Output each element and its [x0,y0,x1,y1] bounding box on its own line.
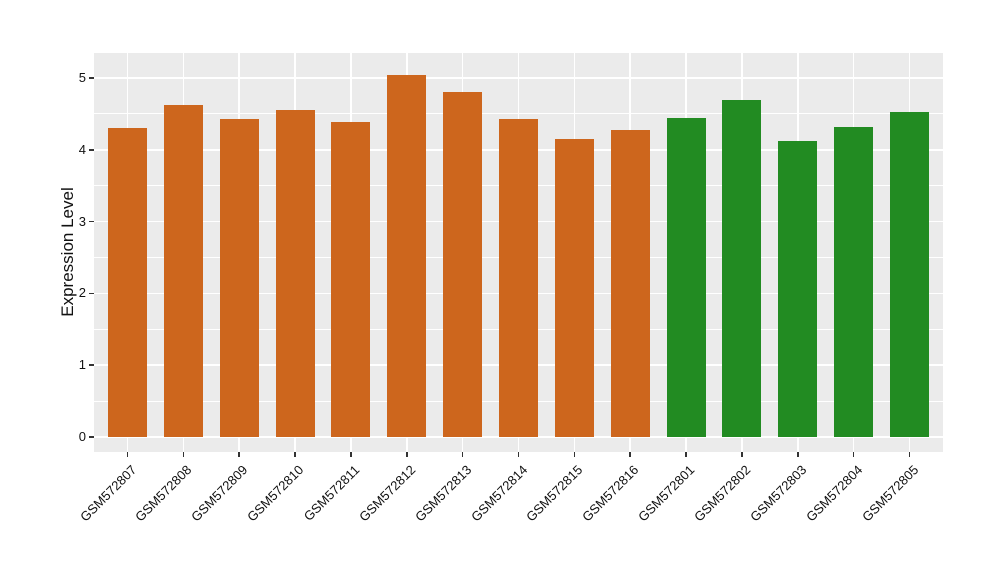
x-tick-label: GSM572812 [355,462,419,525]
x-tick-mark [741,452,743,457]
y-tick-label: 2 [78,285,86,301]
x-tick-mark [182,452,185,457]
x-tick-mark [797,452,799,457]
x-tick-mark [629,452,631,457]
y-tick-label: 0 [78,428,86,444]
x-tick-mark [573,452,576,457]
x-tick-mark [294,452,296,457]
bar-GSM572816 [610,130,650,437]
minor-gridline [94,113,943,115]
bar-GSM572810 [275,110,315,437]
x-tick-label: GSM572802 [690,462,754,525]
x-tick-label: GSM572816 [579,462,642,525]
x-tick-label: GSM572804 [802,462,865,525]
y-tick-mark [89,220,94,223]
x-tick-label: GSM572801 [635,462,698,525]
bar-GSM572805 [889,112,930,437]
x-tick-mark [406,452,408,457]
y-tick-label: 5 [78,69,86,85]
y-tick-mark [89,149,94,151]
bar-GSM572812 [387,75,427,437]
x-tick-mark [350,452,352,457]
x-tick-mark [126,452,129,457]
y-tick-mark [89,292,94,295]
y-tick-mark [89,77,94,79]
bar-GSM572809 [219,118,259,437]
y-tick-label: 4 [78,141,86,157]
x-tick-label: GSM572803 [746,462,810,525]
x-tick-label: GSM572810 [244,462,307,525]
y-tick-label: 3 [78,213,86,229]
y-axis-title: Expression Level [58,187,77,317]
x-tick-label: GSM572809 [188,462,251,525]
x-tick-label: GSM572807 [76,462,139,525]
bar-GSM572802 [722,100,762,437]
bar-GSM572804 [834,126,874,437]
bar-GSM572807 [107,127,148,437]
x-tick-label: GSM572811 [300,462,363,524]
x-tick-mark [461,452,464,457]
x-tick-mark [685,452,687,457]
bar-GSM572814 [498,118,539,437]
x-tick-label: GSM572815 [523,462,586,525]
major-gridline [94,77,943,79]
bar-GSM572801 [666,117,706,437]
y-tick-label: 1 [78,357,86,373]
bar-GSM572808 [163,105,203,437]
bar-GSM572813 [443,92,483,437]
y-tick-mark [89,364,94,366]
x-tick-mark [852,452,855,457]
plot-panel [94,53,943,452]
x-tick-label: GSM572808 [132,462,195,525]
x-tick-label: GSM572813 [411,462,474,525]
y-tick-mark [89,436,94,438]
x-tick-mark [517,452,520,457]
bar-GSM572803 [778,141,818,437]
bar-GSM572811 [331,121,371,437]
bar-GSM572815 [554,139,594,437]
x-tick-mark [238,452,240,457]
x-tick-label: GSM572805 [858,462,921,525]
x-tick-label: GSM572814 [467,462,530,525]
x-tick-mark [908,452,911,457]
